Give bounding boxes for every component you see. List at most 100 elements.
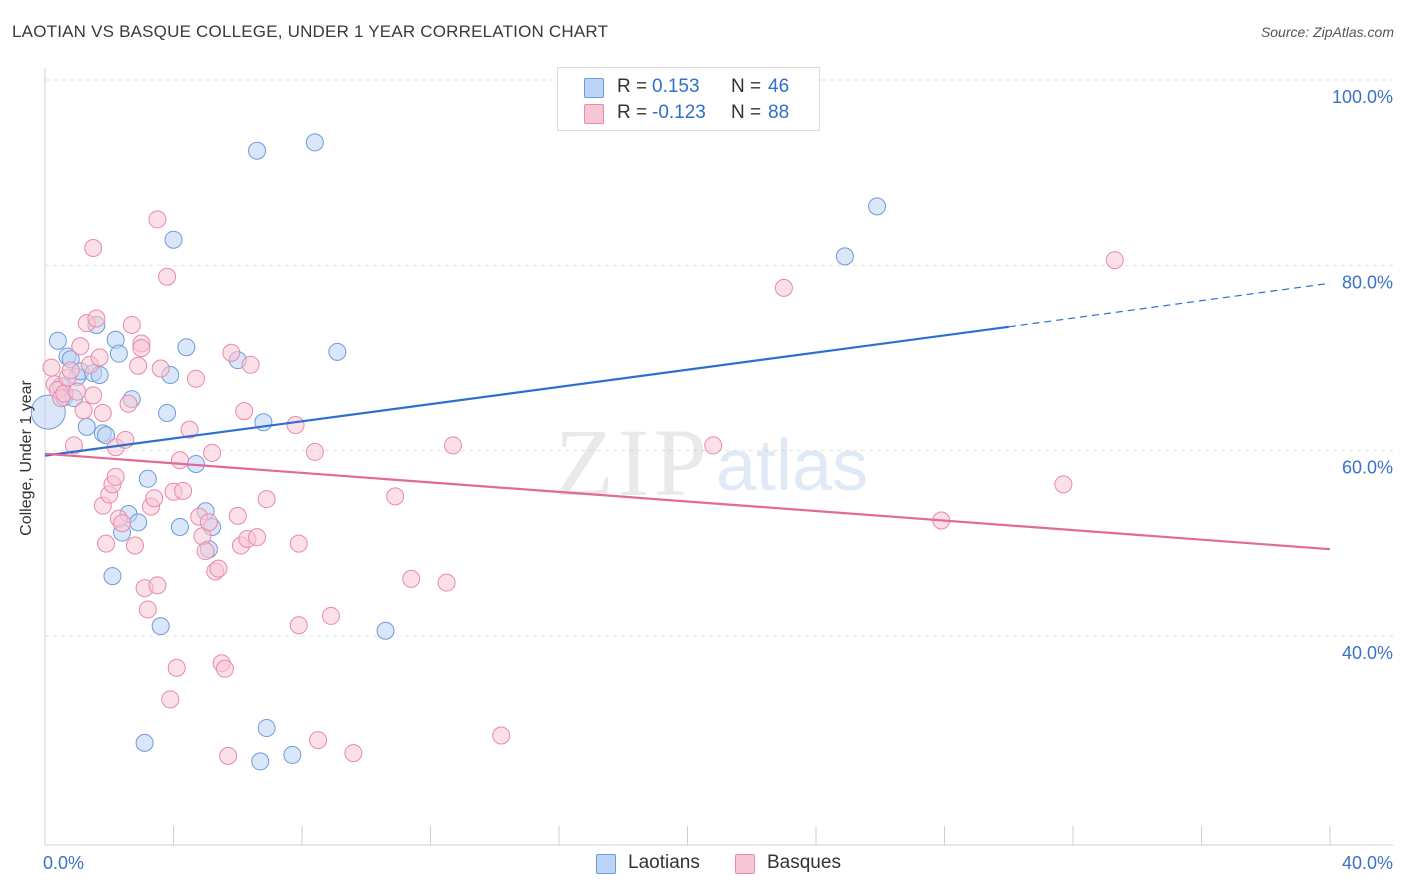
point-basques (402, 569, 421, 588)
point-basques (68, 382, 87, 401)
point-basques (774, 278, 793, 297)
point-laotians (129, 513, 148, 532)
point-basques (321, 606, 340, 625)
trend-line-basques (44, 452, 1331, 551)
point-basques (492, 726, 511, 745)
point-basques (235, 402, 254, 421)
point-basques (129, 356, 148, 375)
point-laotians (248, 141, 267, 160)
point-laotians (103, 567, 122, 586)
point-basques (167, 658, 186, 677)
laotians-legend-swatch (596, 854, 616, 874)
gridlines (45, 79, 1393, 637)
source-label: Source: ZipAtlas.com (1260, 24, 1394, 40)
point-basques (309, 731, 328, 750)
point-basques (97, 534, 116, 553)
laotians-swatch (584, 78, 604, 98)
point-basques (199, 513, 218, 532)
point-basques (84, 386, 103, 405)
point-laotians (151, 617, 170, 636)
point-basques (138, 600, 157, 619)
trend-lines (44, 282, 1331, 551)
point-basques (71, 337, 90, 356)
point-laotians (835, 247, 854, 266)
point-basques (161, 690, 180, 709)
x-tick-label-max: 40.0% (1342, 853, 1393, 873)
basques-swatch (584, 104, 604, 124)
point-basques (119, 394, 138, 413)
point-laotians (48, 331, 67, 350)
point-basques (228, 506, 247, 525)
point-laotians (251, 752, 270, 771)
laotians-legend-label: Laotians (628, 852, 700, 873)
point-basques (248, 528, 267, 547)
point-laotians (170, 517, 189, 536)
chart-title: LAOTIAN VS BASQUE COLLEGE, UNDER 1 YEAR … (12, 22, 609, 41)
point-basques (148, 210, 167, 229)
watermark-atlas: atlas (716, 426, 868, 506)
point-basques (148, 576, 167, 595)
series-basques (42, 210, 1124, 765)
point-laotians (135, 733, 154, 752)
n-value: 46 (768, 76, 790, 97)
point-basques (257, 490, 276, 509)
point-basques (174, 481, 193, 500)
n-value: 88 (768, 102, 790, 123)
r-label: R = (617, 76, 648, 97)
basques-legend-swatch (735, 854, 755, 874)
point-basques (305, 442, 324, 461)
point-basques (180, 420, 199, 439)
y-tick-label: 60.0% (1342, 458, 1393, 478)
point-basques (286, 416, 305, 435)
point-laotians (77, 417, 96, 436)
tick-labels: 40.0% 60.0% 80.0% 100.0% 0.0% 40.0% (43, 87, 1393, 873)
point-basques (113, 514, 132, 533)
point-basques (122, 315, 141, 334)
point-basques (437, 573, 456, 592)
y-tick-label: 100.0% (1332, 87, 1393, 107)
point-laotians (283, 745, 302, 764)
point-basques (196, 542, 215, 561)
point-basques (145, 489, 164, 508)
axes (44, 68, 1393, 846)
point-laotians (158, 403, 177, 422)
n-label: N = (731, 102, 762, 123)
point-laotians (868, 197, 887, 216)
point-basques (209, 559, 228, 578)
point-laotians (97, 426, 116, 445)
y-axis-label: College, Under 1 year (18, 380, 35, 536)
n-label: N = (731, 76, 762, 97)
point-basques (186, 369, 205, 388)
point-basques (289, 616, 308, 635)
point-basques (203, 443, 222, 462)
point-basques (170, 451, 189, 470)
point-laotians (164, 230, 183, 249)
x-tick-label-min: 0.0% (43, 853, 84, 873)
point-basques (344, 744, 363, 763)
point-basques (87, 309, 106, 328)
point-basques (158, 267, 177, 286)
r-value: 0.153 (652, 76, 700, 97)
point-basques (386, 487, 405, 506)
y-tick-label: 40.0% (1342, 643, 1393, 663)
point-basques (289, 534, 308, 553)
point-basques (74, 401, 93, 420)
trend-line-laotians (44, 325, 1009, 457)
r-value: -0.123 (652, 102, 706, 123)
point-laotians (376, 621, 395, 640)
point-basques (222, 343, 241, 362)
point-basques (219, 746, 238, 765)
point-basques (1054, 475, 1073, 494)
point-basques (64, 436, 83, 455)
point-basques (1105, 251, 1124, 270)
y-tick-label: 80.0% (1342, 272, 1393, 292)
correlation-legend: R = 0.153 N = 46 R = -0.123 N = 88 (557, 67, 820, 131)
point-laotians (328, 342, 347, 361)
point-basques (215, 659, 234, 678)
point-basques (84, 239, 103, 258)
point-laotians (138, 469, 157, 488)
point-basques (443, 436, 462, 455)
point-laotians (257, 719, 276, 738)
point-basques (61, 361, 80, 380)
r-label: R = (617, 102, 648, 123)
